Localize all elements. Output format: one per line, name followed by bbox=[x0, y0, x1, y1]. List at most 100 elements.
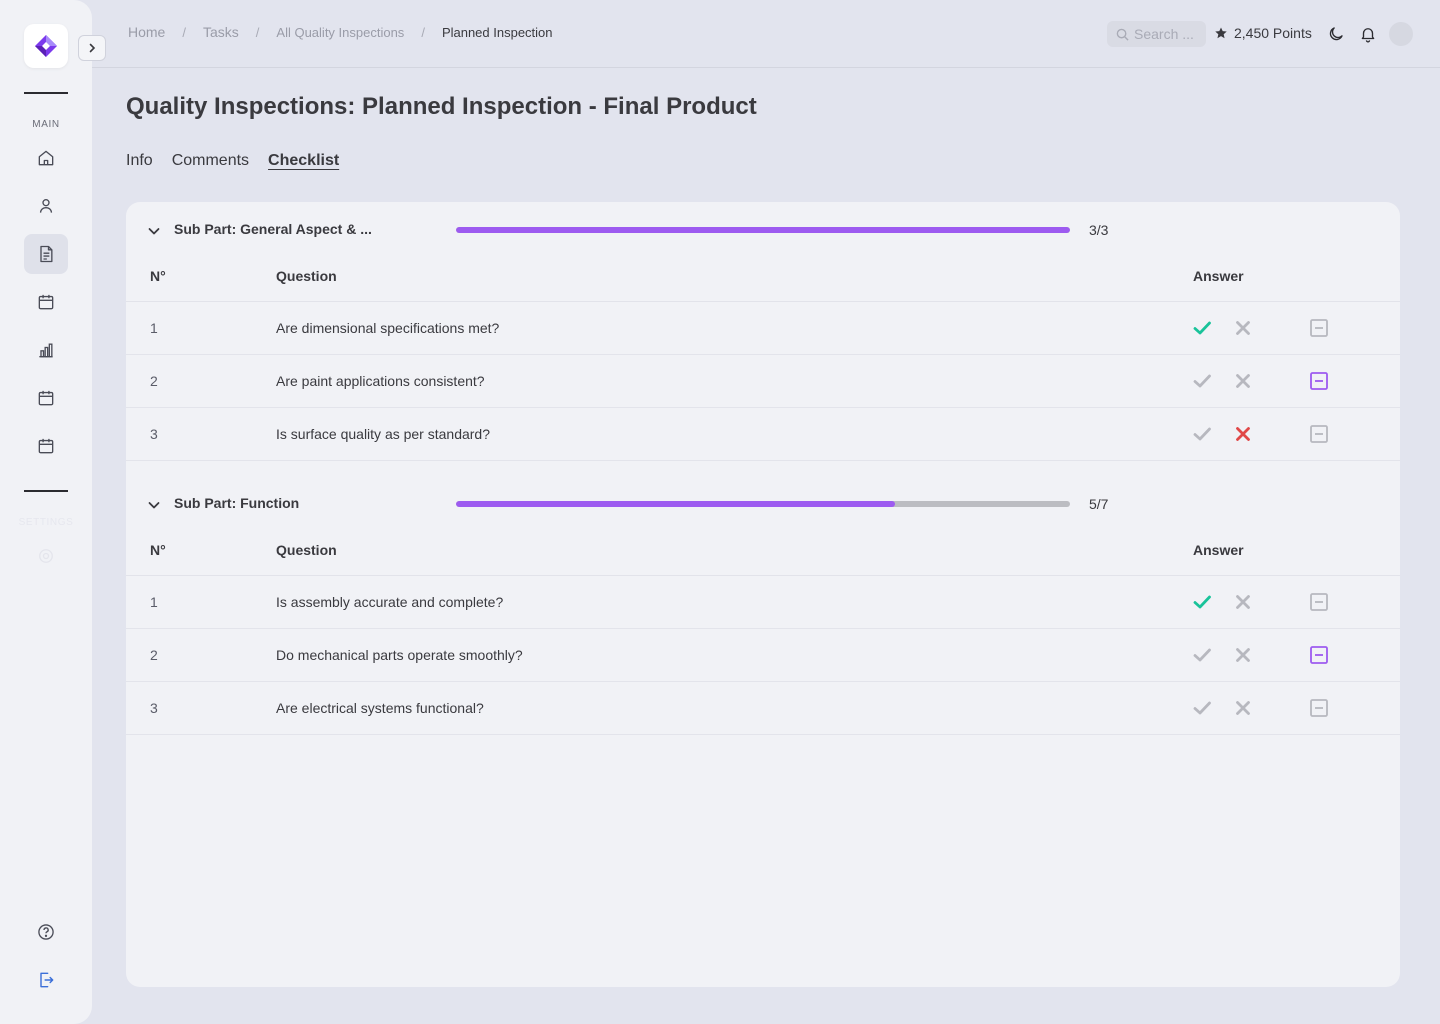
answer-yes-button[interactable] bbox=[1192, 371, 1212, 391]
minus-square-icon bbox=[1310, 372, 1328, 390]
nav-help[interactable] bbox=[24, 912, 68, 952]
minus-square-icon bbox=[1310, 425, 1328, 443]
progress-count: 3/3 bbox=[1089, 222, 1109, 238]
breadcrumb-tasks[interactable]: Tasks bbox=[202, 24, 239, 40]
search-box bbox=[1107, 21, 1206, 47]
x-icon bbox=[1236, 648, 1250, 662]
column-header-number: N° bbox=[150, 542, 166, 558]
tab-comments[interactable]: Comments bbox=[171, 152, 250, 169]
breadcrumb-all-quality-inspections[interactable]: All Quality Inspections bbox=[276, 24, 405, 40]
answer-no-button[interactable] bbox=[1233, 424, 1253, 444]
nav-schedule[interactable] bbox=[24, 378, 68, 418]
table-row: 3 Are electrical systems functional? bbox=[126, 682, 1400, 735]
settings-section-label: SETTINGS bbox=[18, 517, 74, 528]
notifications-button[interactable] bbox=[1358, 24, 1378, 44]
answer-yes-button[interactable] bbox=[1192, 318, 1212, 338]
app-logo[interactable] bbox=[24, 24, 68, 68]
check-icon bbox=[1193, 427, 1211, 441]
bell-icon bbox=[1361, 28, 1375, 43]
help-icon bbox=[38, 924, 54, 940]
check-icon bbox=[1193, 595, 1211, 609]
answer-na-button[interactable] bbox=[1309, 645, 1329, 665]
theme-toggle-button[interactable] bbox=[1326, 24, 1346, 44]
answer-na-button[interactable] bbox=[1309, 698, 1329, 718]
calendar-icon bbox=[38, 390, 54, 406]
sidebar-expand-button[interactable] bbox=[78, 35, 106, 61]
nav-calendar[interactable] bbox=[24, 282, 68, 322]
row-question: Do mechanical parts operate smoothly? bbox=[276, 647, 523, 663]
breadcrumb: Home / Tasks / All Quality Inspections /… bbox=[128, 24, 553, 40]
breadcrumb-current: Planned Inspection bbox=[441, 24, 553, 40]
search-input[interactable] bbox=[1134, 26, 1206, 42]
answer-no-button[interactable] bbox=[1233, 698, 1253, 718]
answer-na-button[interactable] bbox=[1309, 424, 1329, 444]
answer-na-button[interactable] bbox=[1309, 318, 1329, 338]
chevron-down-icon bbox=[148, 502, 160, 509]
points-display: 2,450 Points bbox=[1214, 25, 1312, 41]
column-header-question: Question bbox=[276, 268, 337, 284]
answer-na-button[interactable] bbox=[1309, 371, 1329, 391]
column-header-answer: Answer bbox=[1193, 268, 1244, 284]
sidebar-divider bbox=[24, 92, 68, 94]
check-icon bbox=[1193, 374, 1211, 388]
table-row: 2 Are paint applications consistent? bbox=[126, 355, 1400, 408]
answer-yes-button[interactable] bbox=[1192, 645, 1212, 665]
main-section-label: MAIN bbox=[32, 119, 60, 130]
answer-yes-button[interactable] bbox=[1192, 424, 1212, 444]
nav-documents[interactable] bbox=[24, 234, 68, 274]
column-header-number: N° bbox=[150, 268, 166, 284]
answer-yes-button[interactable] bbox=[1192, 698, 1212, 718]
logo-icon bbox=[35, 35, 57, 57]
answer-no-button[interactable] bbox=[1233, 645, 1253, 665]
top-bar: Home / Tasks / All Quality Inspections /… bbox=[92, 0, 1440, 68]
nav-settings[interactable] bbox=[24, 536, 68, 576]
section-spacer bbox=[126, 461, 1400, 476]
minus-square-icon bbox=[1310, 646, 1328, 664]
check-icon bbox=[1193, 701, 1211, 715]
answer-na-button[interactable] bbox=[1309, 592, 1329, 612]
chevron-down-icon bbox=[148, 228, 160, 235]
nav-planning[interactable] bbox=[24, 426, 68, 466]
row-question: Is assembly accurate and complete? bbox=[276, 594, 504, 610]
progress-bar bbox=[456, 501, 1070, 507]
row-number: 2 bbox=[150, 647, 158, 663]
tab-checklist[interactable]: Checklist bbox=[268, 152, 340, 169]
table-header: N° Question Answer bbox=[126, 258, 1400, 302]
table-row: 2 Do mechanical parts operate smoothly? bbox=[126, 629, 1400, 682]
collapse-toggle[interactable] bbox=[146, 223, 162, 239]
page-title: Quality Inspections: Planned Inspection … bbox=[126, 93, 757, 120]
x-icon bbox=[1236, 701, 1250, 715]
nav-logout[interactable] bbox=[24, 960, 68, 1000]
x-icon bbox=[1236, 595, 1250, 609]
row-number: 3 bbox=[150, 426, 158, 442]
calendar-icon bbox=[38, 294, 54, 310]
calendar-icon bbox=[38, 438, 54, 454]
table-header: N° Question Answer bbox=[126, 532, 1400, 576]
breadcrumb-home[interactable]: Home bbox=[128, 24, 166, 40]
sidebar: MAIN SETTINGS bbox=[0, 0, 92, 1024]
logout-icon bbox=[40, 972, 54, 988]
tab-info[interactable]: Info bbox=[126, 152, 153, 169]
table-row: 1 Are dimensional specifications met? bbox=[126, 302, 1400, 355]
table-row: 1 Is assembly accurate and complete? bbox=[126, 576, 1400, 629]
answer-no-button[interactable] bbox=[1233, 371, 1253, 391]
progress-bar bbox=[456, 227, 1070, 233]
answer-no-button[interactable] bbox=[1233, 318, 1253, 338]
row-question: Are electrical systems functional? bbox=[276, 700, 484, 716]
row-question: Are paint applications consistent? bbox=[276, 373, 485, 389]
checklist-card: Sub Part: General Aspect & ... 3/3 N° Qu… bbox=[126, 202, 1400, 987]
breadcrumb-separator: / bbox=[421, 24, 425, 40]
section-header: Sub Part: Function 5/7 bbox=[126, 476, 1400, 532]
nav-home[interactable] bbox=[24, 138, 68, 178]
star-icon bbox=[1215, 27, 1227, 39]
nav-reports[interactable] bbox=[24, 330, 68, 370]
avatar[interactable] bbox=[1389, 22, 1413, 46]
collapse-toggle[interactable] bbox=[146, 497, 162, 513]
answer-no-button[interactable] bbox=[1233, 592, 1253, 612]
row-number: 1 bbox=[150, 320, 158, 336]
bar-chart-icon bbox=[39, 343, 53, 358]
checklist-section: Sub Part: General Aspect & ... 3/3 N° Qu… bbox=[126, 202, 1400, 461]
check-icon bbox=[1193, 321, 1211, 335]
nav-users[interactable] bbox=[24, 186, 68, 226]
answer-yes-button[interactable] bbox=[1192, 592, 1212, 612]
